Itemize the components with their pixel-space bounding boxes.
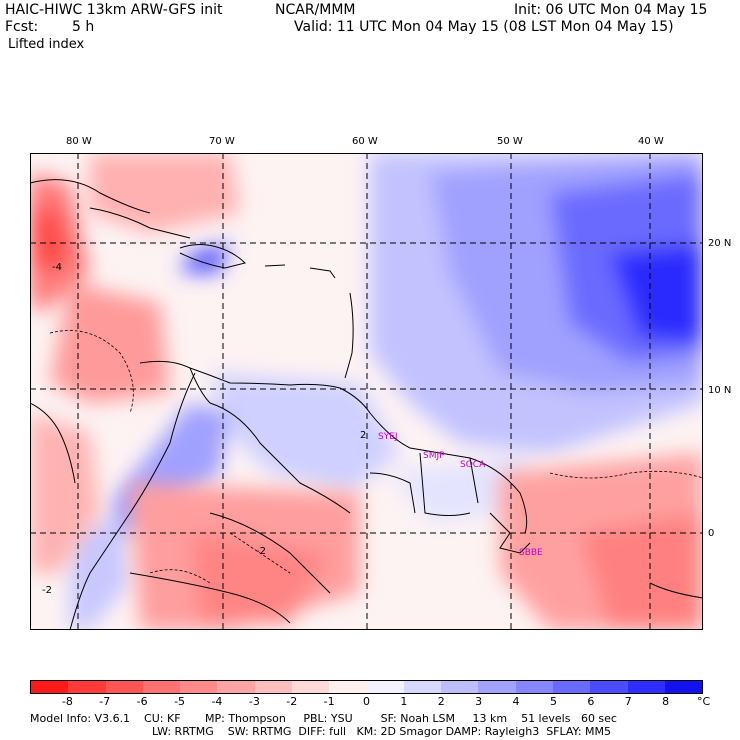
station-label: SBBE xyxy=(519,548,543,558)
coastlines xyxy=(30,179,703,630)
map-frame xyxy=(30,153,703,630)
colorbar-label: -4 xyxy=(211,695,223,708)
colorbar-swatch xyxy=(254,681,292,693)
colorbar-label: -3 xyxy=(248,695,260,708)
colorbar-label: 6 xyxy=(587,695,595,708)
colorbar-label: 4 xyxy=(512,695,520,708)
lifted-index-field xyxy=(30,153,703,630)
colorbar-swatch xyxy=(627,681,665,693)
colorbar xyxy=(30,680,703,694)
colorbar-label: -7 xyxy=(99,695,111,708)
init-time: Init: 06 UTC Mon 04 May 15 xyxy=(514,2,708,18)
colorbar-label: -6 xyxy=(136,695,148,708)
colorbar-swatch xyxy=(366,681,404,693)
lon-label: 70 W xyxy=(209,136,235,147)
colorbar-label: 3 xyxy=(475,695,483,708)
lon-label: 80 W xyxy=(66,136,92,147)
colorbar-swatch xyxy=(478,681,516,693)
lat-label: 20 N xyxy=(708,238,732,249)
colorbar-swatch xyxy=(552,681,591,693)
colorbar-label: 2 xyxy=(437,695,445,708)
colorbar-label: 1 xyxy=(400,695,408,708)
station-label: SOCA xyxy=(460,460,486,470)
colorbar-swatch xyxy=(329,681,367,693)
lat-label: 0 xyxy=(708,528,715,539)
colorbar-label: 8 xyxy=(662,695,670,708)
model-info-line1: Model Info: V3.6.1 CU: KF MP: Thompson P… xyxy=(30,712,617,725)
lat-label: 10 N xyxy=(708,385,732,396)
colorbar-swatch xyxy=(590,681,628,693)
colorbar-label: -8 xyxy=(61,695,73,708)
forecast-label: Fcst: xyxy=(5,19,39,35)
colorbar-swatch xyxy=(105,681,143,693)
valid-time: Valid: 11 UTC Mon 04 May 15 (08 LST Mon … xyxy=(294,19,674,35)
colorbar-swatch xyxy=(142,681,181,693)
station-label: SYEJ xyxy=(378,432,398,442)
station-label: SMJP xyxy=(423,451,445,461)
colorbar-swatch xyxy=(403,681,442,693)
contours xyxy=(49,330,703,584)
contour-label: -2 xyxy=(256,546,266,557)
center-label: NCAR/MMM xyxy=(275,2,356,18)
colorbar-swatch xyxy=(515,681,553,693)
colorbar-swatch xyxy=(664,681,703,693)
contour-label: 2 xyxy=(360,430,367,441)
colorbar-label: 7 xyxy=(624,695,632,708)
colorbar-swatch xyxy=(31,681,69,693)
lon-label: 60 W xyxy=(352,136,378,147)
colorbar-swatch xyxy=(291,681,330,693)
lon-label: 40 W xyxy=(638,136,664,147)
colorbar-label: -1 xyxy=(323,695,335,708)
field-name: Lifted index xyxy=(8,37,85,52)
colorbar-swatch xyxy=(68,681,106,693)
model-title: HAIC-HIWC 13km ARW-GFS init xyxy=(5,2,223,18)
colorbar-label: 5 xyxy=(549,695,557,708)
colorbar-label: -2 xyxy=(286,695,298,708)
lon-label: 50 W xyxy=(497,136,523,147)
contour-label: -2 xyxy=(42,585,52,596)
model-info-line2: LW: RRTMG SW: RRTMG DIFF: full KM: 2D Sm… xyxy=(152,725,612,738)
contour-label: -4 xyxy=(52,262,62,273)
colorbar-swatch xyxy=(180,681,218,693)
map-panel xyxy=(30,153,703,630)
forecast-hours: 5 h xyxy=(72,19,95,35)
colorbar-swatch xyxy=(217,681,255,693)
colorbar-unit: °C xyxy=(697,695,711,708)
colorbar-swatch xyxy=(441,681,479,693)
colorbar-label: 0 xyxy=(363,695,370,708)
colorbar-label: -5 xyxy=(174,695,186,708)
